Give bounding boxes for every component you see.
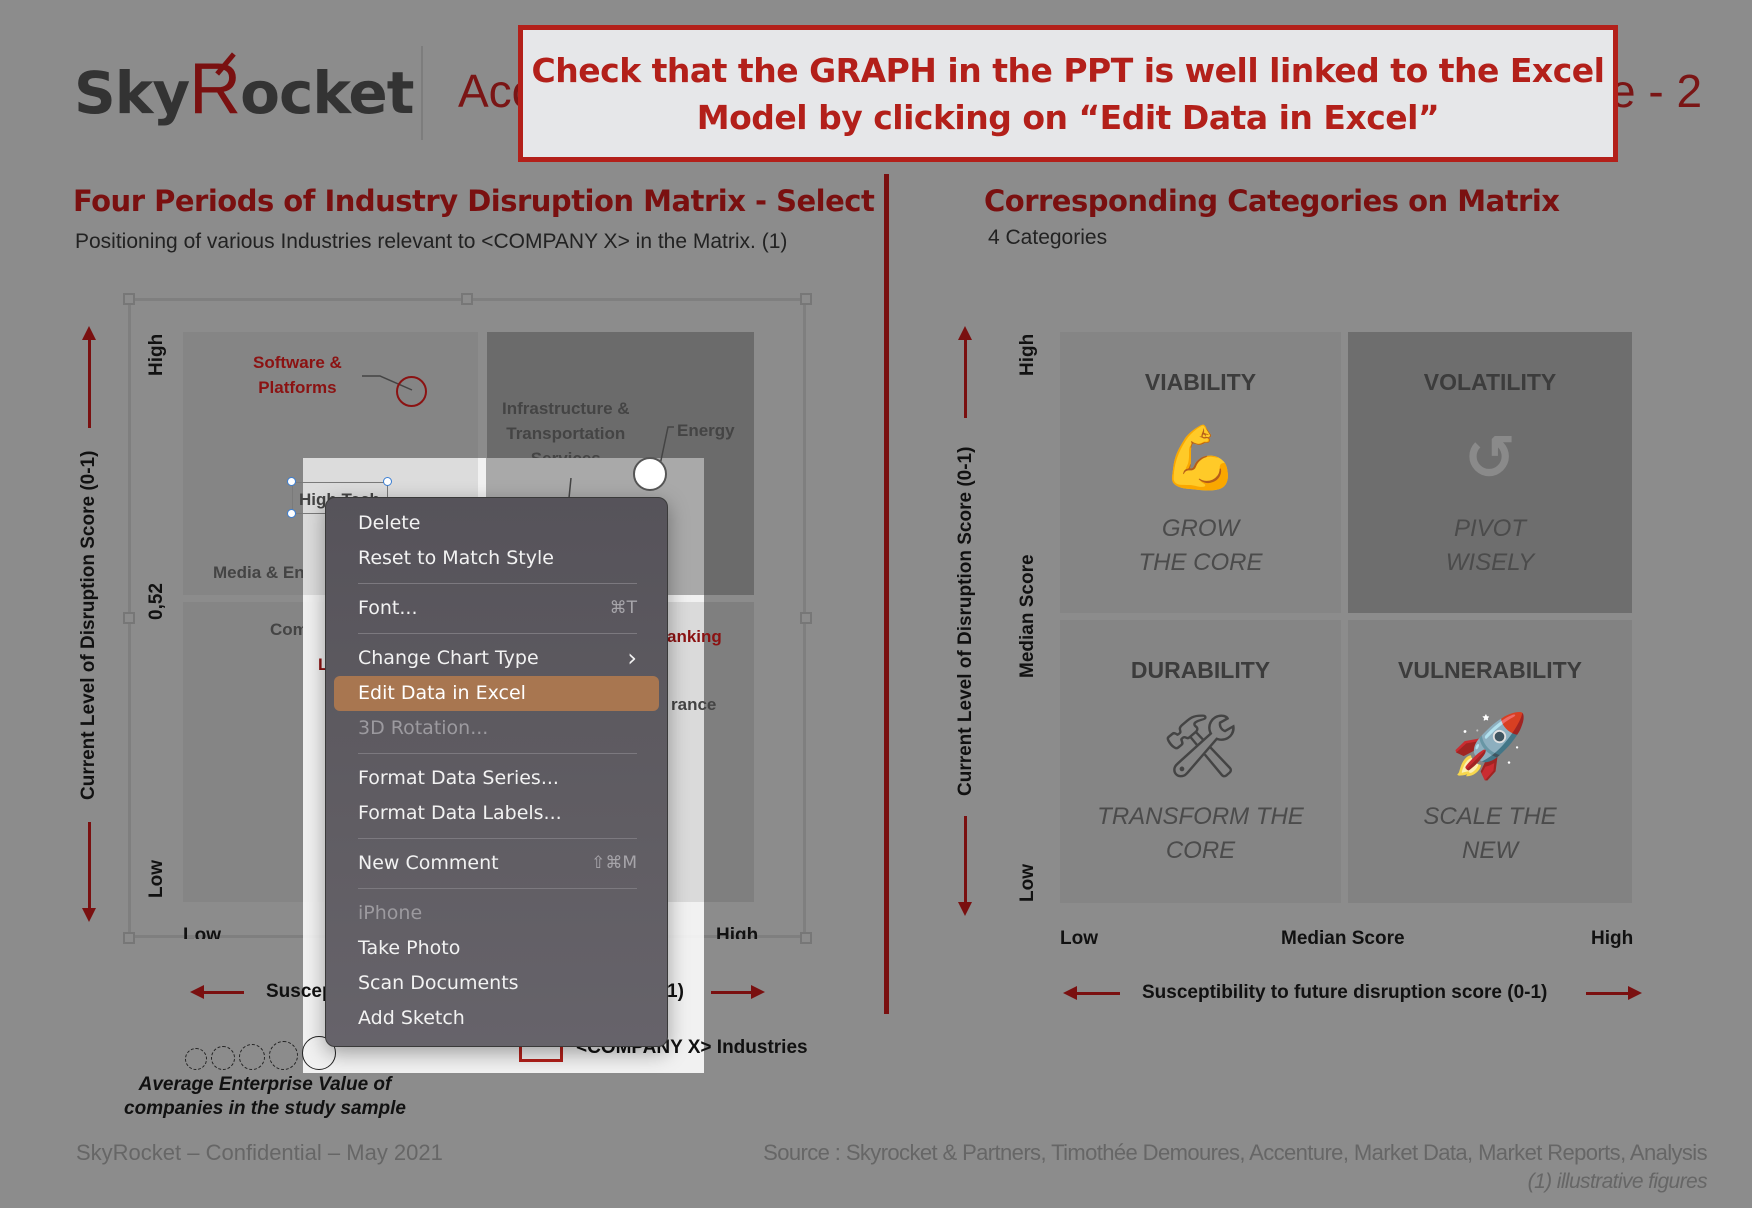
right-section-subtitle: 4 Categories [988, 226, 1108, 249]
shortcut-label: ⌘T [609, 598, 637, 618]
legend-bubble-icon [185, 1048, 207, 1070]
quadrant-volatility: VOLATILITY ↺ PIVOT WISELY [1348, 332, 1632, 613]
menu-item-add-sketch[interactable]: Add Sketch [358, 1007, 465, 1029]
header-divider [421, 46, 423, 140]
quadrant-viability: VIABILITY 💪 GROW THE CORE [1060, 332, 1341, 613]
point-label-energy[interactable]: Energy [677, 421, 735, 440]
resize-handle-t[interactable] [461, 293, 473, 305]
menu-separator [358, 838, 637, 839]
menu-item-scan-documents[interactable]: Scan Documents [358, 972, 519, 994]
right-x-axis-arrow-left [1063, 986, 1120, 1000]
quadrant-durability: DURABILITY 🛠 TRANSFORM THE CORE [1060, 620, 1341, 903]
footer-confidential: SkyRocket – Confidential – May 2021 [76, 1140, 443, 1165]
legend-bubble-icon [239, 1044, 265, 1070]
right-x-tick-high: High [1591, 928, 1634, 949]
menu-item-new-comment[interactable]: New Comment ⇧⌘M [334, 846, 659, 881]
x-tick-high: High [716, 925, 759, 939]
menu-section-iphone: iPhone [358, 902, 423, 924]
right-x-axis-arrow-right [1586, 986, 1642, 1000]
resize-handle-tl[interactable] [123, 293, 135, 305]
y-tick-low: Low [146, 860, 167, 898]
rocket-icon: 🚀 [1451, 709, 1529, 782]
point-label-media[interactable]: Media & Ente [213, 563, 320, 582]
right-x-tick-low: Low [1060, 928, 1098, 949]
shortcut-label: ⇧⌘M [591, 853, 637, 873]
menu-item-font[interactable]: Font... ⌘T [334, 591, 659, 626]
resize-handle-br[interactable] [800, 932, 812, 944]
context-menu[interactable]: Delete Reset to Match Style Font... ⌘T Ch… [325, 497, 668, 1047]
right-y-axis-arrow-down [958, 816, 972, 916]
menu-item-delete[interactable]: Delete [358, 512, 421, 534]
page-title-end: e - 2 [1610, 65, 1703, 117]
chevron-right-icon: › [627, 644, 637, 672]
point-label-l[interactable]: L [318, 655, 329, 674]
x-axis-label-start: Suscep [266, 981, 334, 1002]
menu-item-take-photo[interactable]: Take Photo [358, 937, 461, 959]
y-axis-label: Current Level of Disruption Score (0-1) [78, 450, 99, 800]
logo-text-suffix: ocket [240, 59, 414, 127]
menu-item-format-data-series[interactable]: Format Data Series... [358, 767, 559, 789]
selection-handle[interactable] [383, 477, 392, 486]
point-label-banking[interactable]: anking [667, 627, 722, 646]
menu-separator [358, 753, 637, 754]
footer-source: Source : Skyrocket & Partners, Timothée … [763, 1140, 1707, 1165]
x-axis-label-end: 1) [667, 981, 684, 1002]
menu-item-change-chart-type[interactable]: Change Chart Type › [334, 641, 659, 676]
bubble-software-platforms[interactable] [396, 376, 427, 407]
logo-r: R [189, 49, 241, 129]
banner-line-1: Check that the GRAPH in the PPT is well … [531, 50, 1605, 90]
x-axis-arrow-left [190, 985, 244, 999]
bubble-energy[interactable] [633, 457, 667, 491]
selection-handle[interactable] [287, 509, 296, 518]
logo-text-prefix: Sky [74, 59, 190, 127]
quadrant-vulnerability: VULNERABILITY 🚀 SCALE THE NEW [1348, 620, 1632, 903]
right-x-tick-median: Median Score [1281, 928, 1405, 949]
menu-separator [358, 633, 637, 634]
resize-handle-tr[interactable] [800, 293, 812, 305]
point-label-software-platforms[interactable]: Software & Platforms [253, 353, 342, 397]
resize-handle-r[interactable] [800, 612, 812, 624]
skyrocket-logo: SkyR ocket [74, 48, 414, 130]
pivot-arrow-icon: ↺ [1464, 421, 1516, 494]
menu-item-reset-to-match-style[interactable]: Reset to Match Style [358, 547, 554, 569]
y-tick-high: High [146, 333, 167, 376]
menu-item-format-data-labels[interactable]: Format Data Labels... [358, 802, 562, 824]
x-tick-low: Low [183, 925, 221, 939]
menu-item-edit-data-in-excel[interactable]: Edit Data in Excel [334, 676, 659, 711]
flexed-biceps-icon: 💪 [1161, 421, 1240, 494]
resize-handle-bl[interactable] [123, 932, 135, 944]
panel-divider [884, 174, 889, 1014]
hammer-wrench-icon: 🛠 [1161, 709, 1240, 782]
left-section-title: Four Periods of Industry Disruption Matr… [73, 184, 875, 218]
right-y-axis-arrow-up [958, 326, 972, 418]
resize-handle-l[interactable] [123, 612, 135, 624]
bubble-legend-caption: Average Enterprise Value of companies in… [124, 1074, 406, 1119]
legend-bubble-icon [269, 1041, 298, 1070]
legend-bubble-icon [211, 1046, 235, 1070]
x-axis-arrow-right [711, 985, 765, 999]
right-y-tick-median: Median Score [1017, 554, 1038, 678]
y-axis-arrow-up [82, 326, 96, 428]
bubble-size-legend [185, 1036, 336, 1070]
legend-bubble-icon [302, 1036, 336, 1070]
menu-item-3d-rotation: 3D Rotation... [358, 717, 489, 739]
right-y-tick-low: Low [1017, 864, 1038, 902]
footer-note: (1) illustrative figures [1527, 1170, 1708, 1193]
y-tick-median: 0,52 [146, 583, 167, 620]
selection-handle[interactable] [287, 477, 296, 486]
right-y-tick-high: High [1017, 333, 1038, 376]
left-section-subtitle: Positioning of various Industries releva… [75, 230, 788, 253]
instruction-banner: Check that the GRAPH in the PPT is well … [518, 25, 1618, 162]
point-label-insurance[interactable]: rance [671, 695, 717, 714]
leader-line-energy [659, 426, 674, 466]
right-section-title: Corresponding Categories on Matrix [984, 184, 1560, 218]
right-y-axis-label: Current Level of Disruption Score (0-1) [955, 446, 976, 796]
y-axis-arrow-down [82, 822, 96, 922]
leader-line-infrastructure [568, 478, 572, 499]
banner-line-2: Model by clicking on “Edit Data in Excel… [696, 97, 1440, 137]
menu-separator [358, 888, 637, 889]
right-x-axis-label: Susceptibility to future disruption scor… [1142, 982, 1548, 1003]
menu-separator [358, 583, 637, 584]
